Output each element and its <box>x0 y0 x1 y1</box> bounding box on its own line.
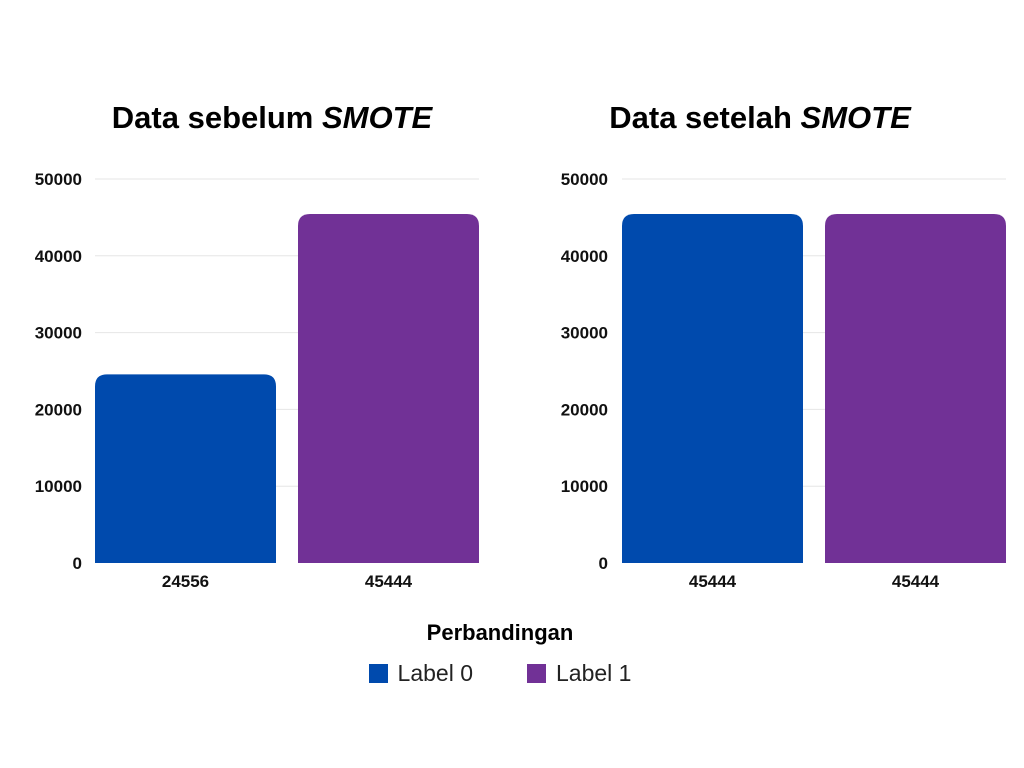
chart-title-text: Data sebelum <box>112 100 322 135</box>
legend: Perbandingan Label 0 Label 1 <box>0 620 1000 687</box>
y-tick-label: 10000 <box>561 477 608 496</box>
legend-item-label-1: Label 1 <box>527 660 631 687</box>
y-tick-label: 40000 <box>35 247 82 266</box>
bar-label-0 <box>622 213 803 563</box>
chart-title: Data setelah SMOTE <box>609 100 912 135</box>
chart-title-emphasis: SMOTE <box>322 100 434 135</box>
x-category-label: 45444 <box>689 572 737 591</box>
y-tick-label: 10000 <box>35 477 82 496</box>
y-tick-label: 50000 <box>561 170 608 189</box>
chart-after-smote: Data setelah SMOTE 0 10000 20000 30000 40000 5… <box>561 100 1006 591</box>
bar-label-1 <box>298 213 479 563</box>
y-tick-label: 0 <box>599 554 608 573</box>
bar-label-1 <box>825 213 1006 563</box>
legend-title: Perbandingan <box>426 620 574 645</box>
y-tick-label: 20000 <box>561 400 608 419</box>
x-category-label: 45444 <box>892 572 940 591</box>
chart-title-emphasis: SMOTE <box>801 100 913 135</box>
chart-before-smote: Data sebelum SMOTE 0 10000 20000 30000 40000 5… <box>35 100 479 591</box>
y-tick-label: 0 <box>73 554 82 573</box>
legend-swatch-label-1 <box>527 664 546 683</box>
chart-title: Data sebelum SMOTE <box>112 100 434 135</box>
y-tick-label: 40000 <box>561 247 608 266</box>
legend-item-label-0: Label 0 <box>368 660 473 687</box>
y-tick-label: 30000 <box>561 324 608 343</box>
y-tick-label: 20000 <box>35 400 82 419</box>
chart-title-text: Data setelah <box>609 100 800 135</box>
y-tick-label: 50000 <box>35 170 82 189</box>
legend-label-1: Label 1 <box>556 660 632 686</box>
legend-swatch-label-0 <box>368 664 388 683</box>
bar-label-0 <box>95 374 276 563</box>
y-tick-label: 30000 <box>35 324 82 343</box>
x-category-label: 24556 <box>162 572 209 591</box>
legend-items: Label 0 Label 1 <box>0 660 1000 687</box>
legend-label-0: Label 0 <box>397 660 473 686</box>
x-category-label: 45444 <box>365 572 413 591</box>
